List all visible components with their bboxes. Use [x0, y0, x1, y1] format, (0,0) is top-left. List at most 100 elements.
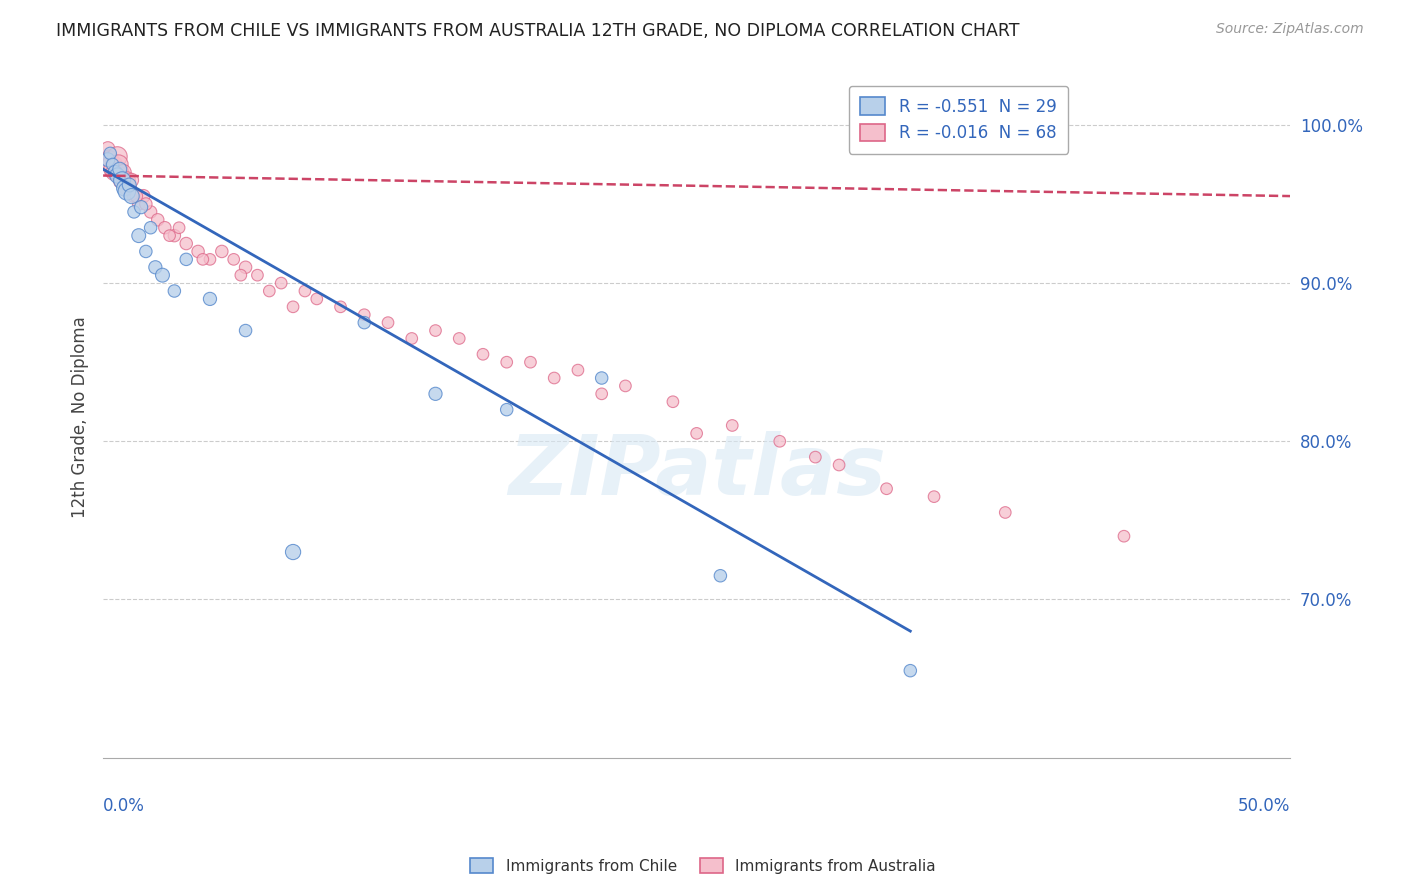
- Point: [246, 268, 269, 282]
- Point: [163, 228, 186, 243]
- Point: [108, 165, 131, 179]
- Point: [294, 284, 316, 298]
- Point: [305, 292, 328, 306]
- Point: [425, 324, 447, 338]
- Point: [100, 157, 122, 171]
- Point: [111, 173, 134, 187]
- Point: [114, 181, 136, 195]
- Point: [401, 331, 423, 345]
- Point: [235, 260, 257, 275]
- Point: [211, 244, 233, 259]
- Point: [804, 450, 827, 464]
- Point: [107, 157, 129, 171]
- Point: [129, 200, 152, 214]
- Text: Source: ZipAtlas.com: Source: ZipAtlas.com: [1216, 22, 1364, 37]
- Point: [591, 371, 613, 385]
- Point: [495, 402, 517, 417]
- Point: [281, 545, 304, 559]
- Point: [98, 149, 121, 163]
- Point: [449, 331, 471, 345]
- Point: [270, 276, 292, 290]
- Point: [104, 157, 127, 171]
- Point: [122, 205, 145, 219]
- Point: [121, 173, 143, 187]
- Point: [159, 228, 181, 243]
- Point: [281, 300, 304, 314]
- Text: IMMIGRANTS FROM CHILE VS IMMIGRANTS FROM AUSTRALIA 12TH GRADE, NO DIPLOMA CORREL: IMMIGRANTS FROM CHILE VS IMMIGRANTS FROM…: [56, 22, 1019, 40]
- Y-axis label: 12th Grade, No Diploma: 12th Grade, No Diploma: [72, 317, 89, 518]
- Point: [425, 387, 447, 401]
- Point: [128, 197, 150, 211]
- Point: [567, 363, 589, 377]
- Point: [662, 394, 685, 409]
- Point: [163, 284, 186, 298]
- Point: [101, 162, 124, 177]
- Point: [96, 157, 118, 171]
- Point: [174, 252, 197, 267]
- Point: [229, 268, 252, 282]
- Point: [769, 434, 792, 449]
- Point: [139, 205, 162, 219]
- Point: [110, 169, 132, 183]
- Point: [143, 260, 166, 275]
- Point: [167, 220, 190, 235]
- Point: [104, 165, 127, 179]
- Point: [353, 308, 375, 322]
- Point: [721, 418, 744, 433]
- Point: [495, 355, 517, 369]
- Point: [543, 371, 565, 385]
- Point: [685, 426, 707, 441]
- Point: [709, 568, 731, 582]
- Point: [108, 162, 131, 177]
- Point: [174, 236, 197, 251]
- Point: [235, 324, 257, 338]
- Point: [1112, 529, 1135, 543]
- Point: [259, 284, 281, 298]
- Text: ZIPatlas: ZIPatlas: [508, 432, 886, 513]
- Point: [101, 157, 124, 171]
- Point: [135, 197, 157, 211]
- Point: [111, 173, 134, 187]
- Point: [112, 165, 135, 179]
- Point: [353, 316, 375, 330]
- Point: [121, 189, 143, 203]
- Point: [98, 146, 121, 161]
- Point: [122, 189, 145, 203]
- Point: [105, 169, 128, 183]
- Point: [591, 387, 613, 401]
- Point: [118, 178, 141, 192]
- Point: [132, 189, 155, 203]
- Point: [614, 379, 637, 393]
- Point: [152, 268, 174, 282]
- Point: [472, 347, 495, 361]
- Point: [139, 220, 162, 235]
- Point: [114, 173, 136, 187]
- Point: [222, 252, 245, 267]
- Text: 50.0%: 50.0%: [1237, 797, 1291, 814]
- Point: [128, 228, 150, 243]
- Point: [125, 189, 148, 203]
- Point: [118, 181, 141, 195]
- Point: [198, 292, 221, 306]
- Text: 0.0%: 0.0%: [103, 797, 145, 814]
- Point: [187, 244, 209, 259]
- Point: [114, 181, 136, 195]
- Point: [146, 212, 169, 227]
- Point: [153, 220, 176, 235]
- Point: [98, 153, 121, 167]
- Point: [115, 185, 138, 199]
- Point: [377, 316, 399, 330]
- Point: [828, 458, 851, 472]
- Point: [97, 142, 120, 156]
- Legend: Immigrants from Chile, Immigrants from Australia: Immigrants from Chile, Immigrants from A…: [464, 852, 942, 880]
- Point: [105, 165, 128, 179]
- Point: [198, 252, 221, 267]
- Point: [876, 482, 898, 496]
- Point: [994, 506, 1017, 520]
- Point: [329, 300, 352, 314]
- Point: [191, 252, 214, 267]
- Point: [135, 244, 157, 259]
- Point: [105, 149, 128, 163]
- Point: [103, 165, 125, 179]
- Point: [115, 173, 138, 187]
